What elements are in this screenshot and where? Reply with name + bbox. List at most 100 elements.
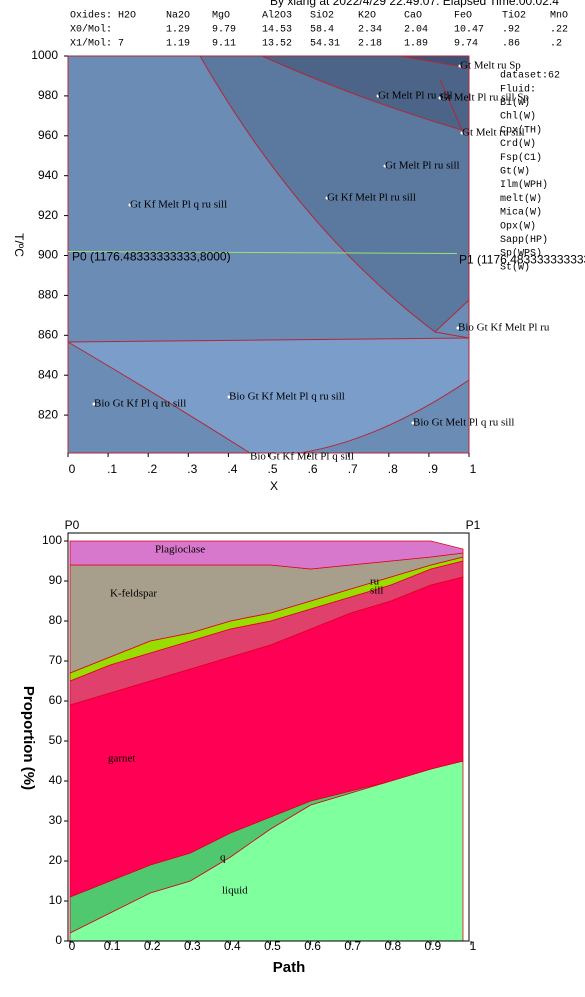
row-label: X0/Mol: (70, 24, 112, 36)
phase-item: St(W) (500, 261, 530, 273)
y-tick-label: 20 (49, 853, 63, 867)
phase-item: Mica(W) (500, 207, 542, 219)
x-axis-label: X (270, 479, 278, 493)
column-header: H2O (118, 11, 136, 22)
field-dot (227, 395, 231, 399)
x-axis-label: Path (273, 959, 306, 976)
cell: 1.29 (166, 25, 190, 36)
cell: 58.4 (310, 25, 334, 36)
cell: 2.04 (404, 25, 428, 36)
boundary (199, 55, 470, 333)
y-tick-label: 70 (49, 653, 63, 667)
y-tick-label: 80 (49, 613, 63, 627)
area-label: Plagioclase (155, 544, 205, 556)
phase-item: dataset:62 (500, 70, 560, 82)
plot-frame (67, 532, 470, 942)
y-axis-label: Proportion (%) (20, 686, 37, 790)
x-tick-label: .3 (187, 462, 197, 476)
cell: .22 (550, 25, 568, 36)
y-tick-label: 1000 (31, 48, 58, 62)
phase-item: Sapp(HP) (500, 234, 548, 246)
phase-item: Ilm(WPH) (500, 179, 548, 191)
field-dot (92, 402, 96, 406)
field-label: Gt Melt Pl ru sill (385, 160, 460, 172)
field-dot (456, 326, 460, 330)
x-tick-label: 0.6 (304, 939, 321, 953)
x-tick-label: .1 (107, 462, 117, 476)
field-dot (438, 96, 442, 100)
phase-item: Opx(W) (500, 220, 536, 232)
y-tick-label: 920 (38, 208, 58, 222)
y-tick-label: 840 (38, 367, 58, 381)
y-axis-label: T/ºC (12, 233, 26, 257)
cell: 10.47 (454, 25, 484, 36)
top-plot (67, 55, 470, 454)
field-label: Bio Gt Kf Melt Pl ru (458, 322, 550, 334)
cell: 1.19 (166, 39, 190, 50)
boundary (67, 55, 470, 454)
y-tick-label: 880 (38, 288, 58, 302)
column-header: TiO2 (502, 10, 526, 22)
x-tick-label: .2 (147, 462, 157, 476)
x-tick-label: 0.9 (425, 939, 442, 953)
start-label: P0 (65, 518, 80, 532)
y-tick-label: 960 (38, 128, 58, 142)
phase-item: Fluid: (500, 83, 536, 95)
cell: 54.31 (310, 39, 340, 50)
phase-item: Sp(WPS) (500, 248, 542, 260)
x-tick-label: 1 (470, 939, 477, 953)
area-label: q (220, 852, 226, 864)
y-tick-label: 0 (55, 933, 62, 947)
field-label: Gt Melt Pl ru sill Sp (440, 92, 529, 104)
cell: 13.52 (262, 39, 292, 50)
y-tick-label: 30 (49, 813, 63, 827)
path-start-label: P0 (1176.48333333333,8000) (72, 250, 231, 264)
cell: 9.79 (212, 25, 236, 36)
field-label: Gt Kf Melt Pl ru sill (327, 192, 416, 204)
field (68, 338, 469, 453)
field-dot (458, 64, 462, 68)
field-dot (128, 203, 132, 207)
x-tick-label: 0.2 (144, 939, 161, 953)
area (69, 540, 464, 570)
column-header: MgO (212, 11, 230, 22)
x-tick-label: .7 (348, 462, 358, 476)
area-label: sill (370, 585, 383, 597)
cell: 1.89 (404, 39, 428, 50)
run-info: By xiang at 2022/4/29 22:49:07. Elapsed … (270, 0, 559, 8)
x-tick-label: 0.8 (384, 939, 401, 953)
path-end-label: P1 (1176.48333333333333 (459, 253, 585, 267)
cell: 2.18 (358, 39, 382, 50)
area-label: ru (370, 576, 380, 588)
field-label: Gt Melt ru sill (462, 127, 525, 139)
field (200, 56, 469, 332)
column-header: Al2O3 (262, 10, 292, 22)
cell: 2.34 (358, 25, 382, 36)
column-header: FeO (454, 11, 472, 22)
field-label: Gt Melt ru Sp (460, 60, 521, 72)
row-label: X1/Mol: (70, 38, 112, 50)
phase-item: Gt(W) (500, 166, 530, 178)
phase-item: Bi(W) (500, 97, 530, 109)
y-tick-label: 940 (38, 168, 58, 182)
x-tick-label: .6 (308, 462, 318, 476)
x-tick-label: .5 (267, 462, 277, 476)
field (262, 56, 469, 135)
phase-item: Crd(W) (500, 138, 536, 150)
x-tick-label: 0 (69, 462, 76, 476)
cell: 9.11 (212, 39, 236, 50)
y-tick-label: 40 (49, 773, 63, 787)
cell: .2 (550, 39, 562, 50)
area-label: garnet (108, 753, 135, 765)
y-tick-label: 60 (49, 693, 63, 707)
field-dot (383, 164, 387, 168)
field-label: Bio Gt Melt Pl q ru sill (413, 417, 514, 429)
field-label: Gt Melt Pl ru sill (378, 90, 453, 102)
field-dot (411, 421, 415, 425)
y-tick-label: 50 (49, 733, 63, 747)
y-tick-label: 820 (38, 407, 58, 421)
column-header: Oxides: (70, 10, 112, 22)
x-tick-label: .4 (227, 462, 237, 476)
